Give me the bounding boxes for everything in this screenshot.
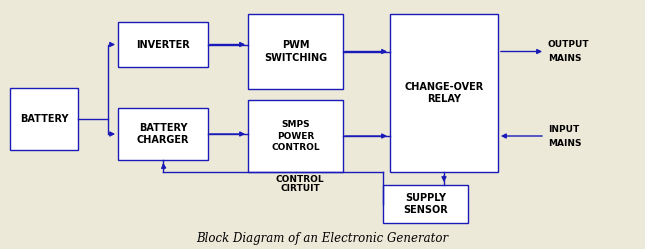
FancyBboxPatch shape bbox=[10, 88, 78, 150]
Text: INVERTER: INVERTER bbox=[136, 40, 190, 50]
Text: PWM
SWITCHING: PWM SWITCHING bbox=[264, 40, 327, 63]
Text: Block Diagram of an Electronic Generator: Block Diagram of an Electronic Generator bbox=[196, 232, 448, 245]
Text: CONTROL: CONTROL bbox=[275, 175, 324, 184]
Text: MAINS: MAINS bbox=[548, 54, 582, 63]
Text: BATTERY
CHARGER: BATTERY CHARGER bbox=[137, 123, 189, 145]
FancyBboxPatch shape bbox=[248, 14, 343, 89]
Text: SUPPLY
SENSOR: SUPPLY SENSOR bbox=[403, 193, 448, 215]
Text: CIRTUIT: CIRTUIT bbox=[280, 184, 320, 193]
FancyBboxPatch shape bbox=[390, 14, 498, 172]
FancyBboxPatch shape bbox=[248, 100, 343, 172]
Text: CHANGE-OVER
RELAY: CHANGE-OVER RELAY bbox=[404, 82, 484, 104]
Text: BATTERY: BATTERY bbox=[20, 114, 68, 124]
Text: OUTPUT: OUTPUT bbox=[548, 40, 590, 49]
Text: SMPS
POWER
CONTROL: SMPS POWER CONTROL bbox=[271, 121, 320, 152]
FancyBboxPatch shape bbox=[118, 22, 208, 67]
Text: MAINS: MAINS bbox=[548, 138, 582, 147]
FancyBboxPatch shape bbox=[118, 108, 208, 160]
Text: INPUT: INPUT bbox=[548, 124, 579, 133]
FancyBboxPatch shape bbox=[383, 185, 468, 223]
